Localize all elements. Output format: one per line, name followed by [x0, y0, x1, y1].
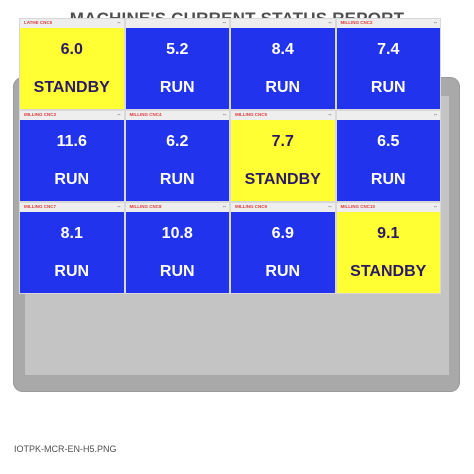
machine-value: 6.0 [60, 41, 83, 58]
machine-value: 11.6 [56, 133, 87, 150]
machine-status: RUN [159, 263, 195, 280]
tile-header: MILLING CNC5 ▪▪ [231, 111, 335, 120]
machine-status: STANDBY [350, 263, 427, 280]
tile-body: 8.1 RUN [20, 212, 124, 293]
machine-value: 6.9 [271, 225, 294, 242]
machine-tile[interactable]: MILLING CNC2 ▪▪ 7.4 RUN [335, 18, 441, 110]
tile-header: ▪▪ [336, 111, 440, 120]
tile-body: 7.7 STANDBY [231, 120, 335, 201]
image-caption: IOTPK-MCR-EN-H5.PNG [14, 444, 117, 454]
tile-body: 6.2 RUN [125, 120, 229, 201]
machine-status: STANDBY [33, 79, 110, 96]
machine-tile[interactable]: MILLING CNC3 ▪▪ 11.6 RUN [19, 110, 125, 202]
tile-body: 6.5 RUN [336, 120, 440, 201]
machine-tile[interactable]: MILLING CNC7 ▪▪ 8.1 RUN [19, 202, 125, 294]
tile-body: 9.1 STANDBY [336, 212, 440, 293]
machine-status: RUN [370, 79, 406, 96]
machine-name: MILLING CNC5 [235, 112, 267, 117]
machine-name: MILLING CNC3 [24, 112, 56, 117]
menu-icon[interactable]: ▪▪ [433, 20, 437, 25]
tile-header: MILLING CNC9 ▪▪ [231, 203, 335, 212]
machine-tile[interactable]: ▪▪ 6.5 RUN [335, 110, 441, 202]
tile-body: 6.9 RUN [231, 212, 335, 293]
tile-header: MILLING CNC4 ▪▪ [125, 111, 229, 120]
machine-tile[interactable]: MILLING CNC8 ▪▪ 10.8 RUN [124, 202, 230, 294]
tile-body: 11.6 RUN [20, 120, 124, 201]
machine-value: 8.4 [271, 41, 294, 58]
machine-name: LATHE CNC5 [24, 20, 53, 25]
tile-header: MILLING CNC2 ▪▪ [336, 19, 440, 28]
machine-tile[interactable]: MILLING CNC4 ▪▪ 6.2 RUN [124, 110, 230, 202]
machine-name: MILLING CNC9 [235, 204, 267, 209]
tile-header: MILLING CNC8 ▪▪ [125, 203, 229, 212]
machine-value: 8.1 [60, 225, 83, 242]
machine-value: 7.7 [271, 133, 294, 150]
machine-status-grid: LATHE CNC5 ▪▪ 6.0 STANDBY ▪▪ 5.2 RUN ▪▪ … [19, 18, 441, 294]
menu-icon[interactable]: ▪▪ [433, 112, 437, 117]
machine-name: MILLING CNC2 [340, 20, 373, 25]
machine-value: 10.8 [161, 225, 193, 242]
tile-body: 5.2 RUN [125, 28, 229, 109]
machine-value: 6.2 [166, 133, 189, 150]
menu-icon[interactable]: ▪▪ [222, 112, 226, 117]
tile-header: ▪▪ [125, 19, 229, 28]
machine-name: MILLING CNC7 [24, 204, 56, 209]
menu-icon[interactable]: ▪▪ [433, 204, 437, 209]
menu-icon[interactable]: ▪▪ [328, 20, 332, 25]
machine-value: 6.5 [377, 133, 400, 150]
tile-body: 7.4 RUN [336, 28, 440, 109]
tile-body: 10.8 RUN [125, 212, 229, 293]
menu-icon[interactable]: ▪▪ [117, 20, 121, 25]
machine-name: MILLING CNC10 [340, 204, 376, 209]
machine-status: RUN [54, 263, 90, 280]
machine-tile[interactable]: MILLING CNC9 ▪▪ 6.9 RUN [230, 202, 336, 294]
machine-value: 7.4 [377, 41, 400, 58]
machine-tile[interactable]: ▪▪ 8.4 RUN [230, 18, 336, 110]
menu-icon[interactable]: ▪▪ [117, 204, 121, 209]
machine-status: RUN [265, 79, 301, 96]
menu-icon[interactable]: ▪▪ [222, 20, 226, 25]
tile-header: MILLING CNC10 ▪▪ [336, 203, 440, 212]
machine-status: RUN [159, 171, 195, 188]
menu-icon[interactable]: ▪▪ [328, 112, 332, 117]
menu-icon[interactable]: ▪▪ [222, 204, 226, 209]
machine-tile[interactable]: LATHE CNC5 ▪▪ 6.0 STANDBY [19, 18, 125, 110]
machine-name: MILLING CNC8 [129, 204, 162, 209]
machine-status: RUN [265, 263, 301, 280]
machine-name: MILLING CNC4 [129, 112, 162, 117]
machine-value: 9.1 [377, 225, 400, 242]
machine-status: RUN [159, 79, 195, 96]
menu-icon[interactable]: ▪▪ [328, 204, 332, 209]
machine-tile[interactable]: MILLING CNC10 ▪▪ 9.1 STANDBY [335, 202, 441, 294]
menu-icon[interactable]: ▪▪ [117, 112, 121, 117]
tile-header: MILLING CNC7 ▪▪ [20, 203, 124, 212]
machine-status: RUN [54, 171, 90, 188]
tile-header: LATHE CNC5 ▪▪ [20, 19, 124, 28]
machine-tile[interactable]: MILLING CNC5 ▪▪ 7.7 STANDBY [230, 110, 336, 202]
machine-status: STANDBY [244, 171, 321, 188]
machine-tile[interactable]: ▪▪ 5.2 RUN [124, 18, 230, 110]
machine-status: RUN [370, 171, 406, 188]
machine-value: 5.2 [166, 41, 189, 58]
tile-header: MILLING CNC3 ▪▪ [20, 111, 124, 120]
tile-body: 6.0 STANDBY [20, 28, 124, 109]
tile-header: ▪▪ [231, 19, 335, 28]
tile-body: 8.4 RUN [231, 28, 335, 109]
